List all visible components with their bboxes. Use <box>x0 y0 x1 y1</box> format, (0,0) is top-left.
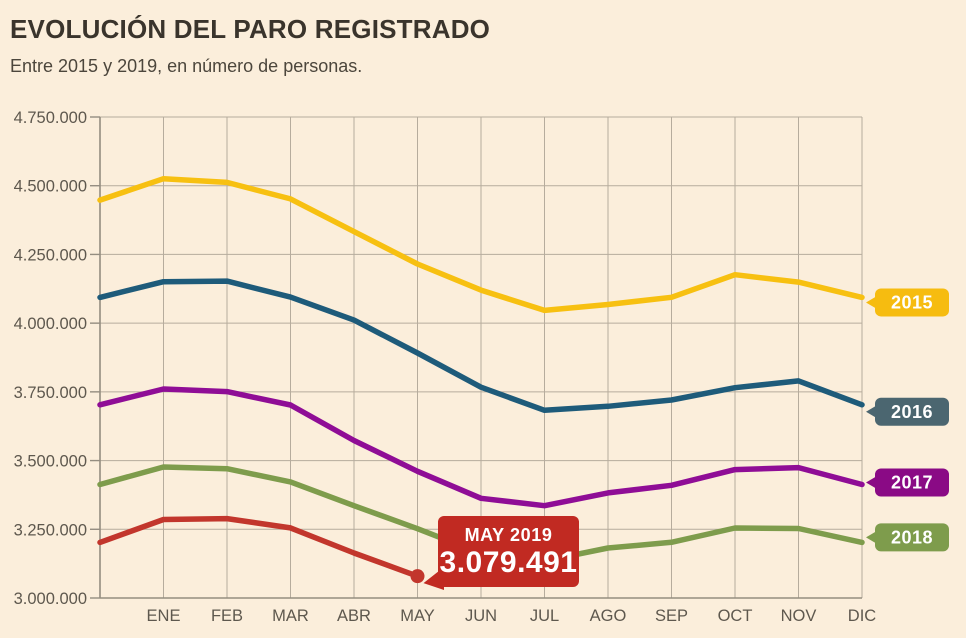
legend-tag-label-2016: 2016 <box>891 402 933 422</box>
legend-tag-2018 <box>875 523 949 552</box>
x-tick-label: DIC <box>848 607 877 625</box>
y-tick-label: 4.250.000 <box>14 246 87 264</box>
y-tick-label: 4.000.000 <box>14 315 87 333</box>
legend-tag-label-2018: 2018 <box>891 527 933 547</box>
y-tick-label: 3.500.000 <box>14 453 87 471</box>
series-line-2017 <box>97 386 865 509</box>
legend-tag-pointer-2018 <box>866 530 877 544</box>
y-tick-label: 3.000.000 <box>14 590 87 608</box>
x-tick-label: OCT <box>718 607 753 625</box>
legend-tag-2015 <box>875 288 949 317</box>
y-tick-label: 4.500.000 <box>14 178 87 196</box>
callout-month-label: MAY 2019 <box>464 525 553 545</box>
chart-subtitle: Entre 2015 y 2019, en número de personas… <box>10 56 363 76</box>
x-tick-label: SEP <box>655 607 688 625</box>
x-tick-label: NOV <box>781 607 817 625</box>
x-tick-label: JUN <box>465 607 497 625</box>
legend-tag-pointer-2015 <box>866 295 877 309</box>
x-tick-label: MAR <box>272 607 309 625</box>
y-tick-label: 3.250.000 <box>14 521 87 539</box>
chart-title: EVOLUCIÓN DEL PARO REGISTRADO <box>10 14 491 44</box>
series-end-dot-2019 <box>410 569 425 584</box>
y-tick-label: 3.750.000 <box>14 384 87 402</box>
x-tick-label: JUL <box>530 607 559 625</box>
legend-tag-2016 <box>875 397 949 426</box>
x-tick-label: ENE <box>147 607 181 625</box>
legend-tag-label-2015: 2015 <box>891 292 933 312</box>
legend-tag-label-2017: 2017 <box>891 473 933 493</box>
x-tick-label: MAY <box>400 607 435 625</box>
x-tick-label: FEB <box>211 607 243 625</box>
legend-tag-pointer-2017 <box>866 476 877 490</box>
series-line-2016 <box>97 278 865 414</box>
series-line-2015 <box>97 175 865 314</box>
x-tick-label: AGO <box>590 607 627 625</box>
legend-tag-2017 <box>875 468 949 497</box>
series-line-2019 <box>97 515 421 579</box>
callout-value: 3.079.491 <box>439 546 578 579</box>
data-callout: MAY 2019 3.079.491 <box>438 516 579 587</box>
y-tick-label: 4.750.000 <box>14 109 87 127</box>
legend-tag-pointer-2016 <box>866 405 877 419</box>
x-tick-label: ABR <box>337 607 371 625</box>
